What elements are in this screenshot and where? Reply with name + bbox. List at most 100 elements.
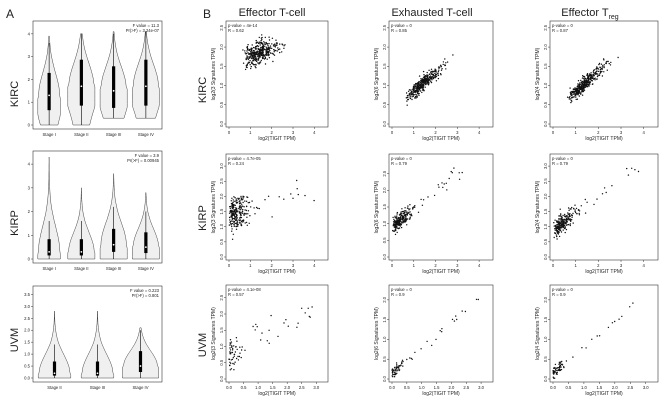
violin-category-label: Stage IV (132, 385, 148, 390)
violin-category-label: Stage III (90, 385, 106, 390)
scatter-point (418, 83, 420, 85)
scatter-ylabel: log2(3 Signatures TPM) (211, 47, 217, 100)
scatter-point (258, 49, 261, 51)
scatter-point (231, 346, 233, 348)
scatter-point (309, 316, 311, 318)
violin-iqr-box (47, 239, 51, 256)
scatter-point (592, 74, 595, 77)
scatter-point (254, 329, 256, 331)
violin-ytick-label: 3 (28, 185, 31, 190)
violin-category-label: Stage IV (138, 132, 154, 137)
scatter-point (559, 365, 562, 367)
violin-frame (32, 20, 163, 130)
scatter-ytick-label: 1.0 (543, 336, 548, 342)
scatter-point (273, 49, 275, 51)
scatter-p-value: p-value = 0 (391, 287, 413, 292)
scatter-point (426, 76, 429, 78)
scatter-p-value: p-value = 0 (391, 156, 413, 161)
scatter-point (242, 201, 244, 204)
scatter-point (270, 314, 272, 317)
scatter-point (249, 60, 251, 62)
scatter-point (232, 233, 234, 235)
scatter-point (251, 200, 253, 202)
scatter-point (581, 347, 583, 349)
scatter-point (422, 84, 424, 87)
scatter-point (417, 92, 419, 95)
scatter-xtick-label: 0.5 (404, 385, 410, 390)
scatter-point (251, 44, 253, 46)
scatter-point (262, 47, 264, 50)
scatter-ytick-label: 0.5 (219, 359, 224, 365)
scatter-point (283, 198, 285, 200)
scatter-point (396, 369, 398, 371)
scatter-point (231, 210, 234, 212)
scatter-point (261, 332, 263, 334)
scatter-ytick-label: 1.5 (382, 203, 387, 209)
scatter-point (232, 199, 234, 201)
scatter-point (271, 216, 273, 218)
scatter-ylabel: log2(3 Signatures TPM) (211, 307, 217, 360)
scatter-point (393, 222, 395, 225)
scatter-point (421, 82, 423, 84)
violin-body (80, 311, 115, 379)
scatter-point (402, 360, 404, 363)
scatter-point (229, 344, 231, 346)
scatter-point (586, 74, 588, 76)
scatter-point (435, 338, 437, 341)
scatter-point (241, 220, 243, 222)
scatter-point (235, 217, 237, 219)
scatter-point (255, 39, 257, 42)
scatter-point (228, 216, 231, 219)
scatter-xtick-label: 3.0 (313, 385, 319, 390)
scatter-point (268, 42, 270, 45)
scatter-point (241, 212, 243, 214)
scatter-point (592, 76, 594, 78)
scatter-point (397, 366, 399, 368)
scatter-point (563, 226, 565, 228)
scatter-point (229, 361, 231, 363)
scatter-point (424, 75, 427, 78)
scatter-point (395, 216, 397, 219)
scatter-point (423, 82, 426, 84)
scatter-point (238, 211, 241, 213)
scatter-point (451, 318, 454, 321)
scatter-point (585, 86, 587, 88)
scatter-point (276, 50, 278, 52)
scatter-panel-kirp-0: p-value = 4.7e-05R = 0.24 0 1 2 3 4 0.0 0.5 1.0 1… (211, 153, 329, 275)
scatter-point (584, 84, 586, 87)
scatter-point (398, 365, 400, 367)
scatter-point (313, 199, 315, 202)
scatter-point (272, 60, 274, 63)
scatter-point (260, 37, 263, 39)
scatter-point (426, 71, 428, 74)
scatter-point (233, 225, 235, 227)
scatter-point (233, 210, 236, 213)
scatter-point (568, 219, 570, 221)
scatter-point (597, 73, 599, 75)
scatter-point (245, 57, 247, 59)
scatter-point (580, 83, 582, 86)
scatter-point (247, 52, 249, 54)
scatter-point (421, 87, 424, 89)
scatter-point (257, 45, 260, 47)
scatter-point (451, 172, 453, 174)
scatter-point (271, 47, 273, 50)
scatter-point (420, 198, 422, 201)
scatter-ylabel: log2(4 Signatures TPM) (535, 307, 541, 360)
scatter-point (394, 221, 396, 223)
scatter-point (233, 353, 235, 356)
scatter-point (246, 216, 248, 218)
scatter-point (576, 87, 578, 89)
scatter-point (392, 369, 395, 372)
scatter-xlabel: log2(TIGIT TPM) (258, 136, 296, 142)
scatter-point (419, 90, 422, 92)
scatter-point (400, 212, 402, 215)
scatter-point (246, 224, 248, 226)
scatter-ytick-label: 1.5 (543, 63, 548, 69)
scatter-point (554, 363, 557, 366)
scatter-point (410, 357, 412, 360)
scatter-point (432, 73, 435, 76)
scatter-point (456, 318, 458, 321)
scatter-point (404, 214, 406, 216)
scatter-point (407, 98, 410, 101)
